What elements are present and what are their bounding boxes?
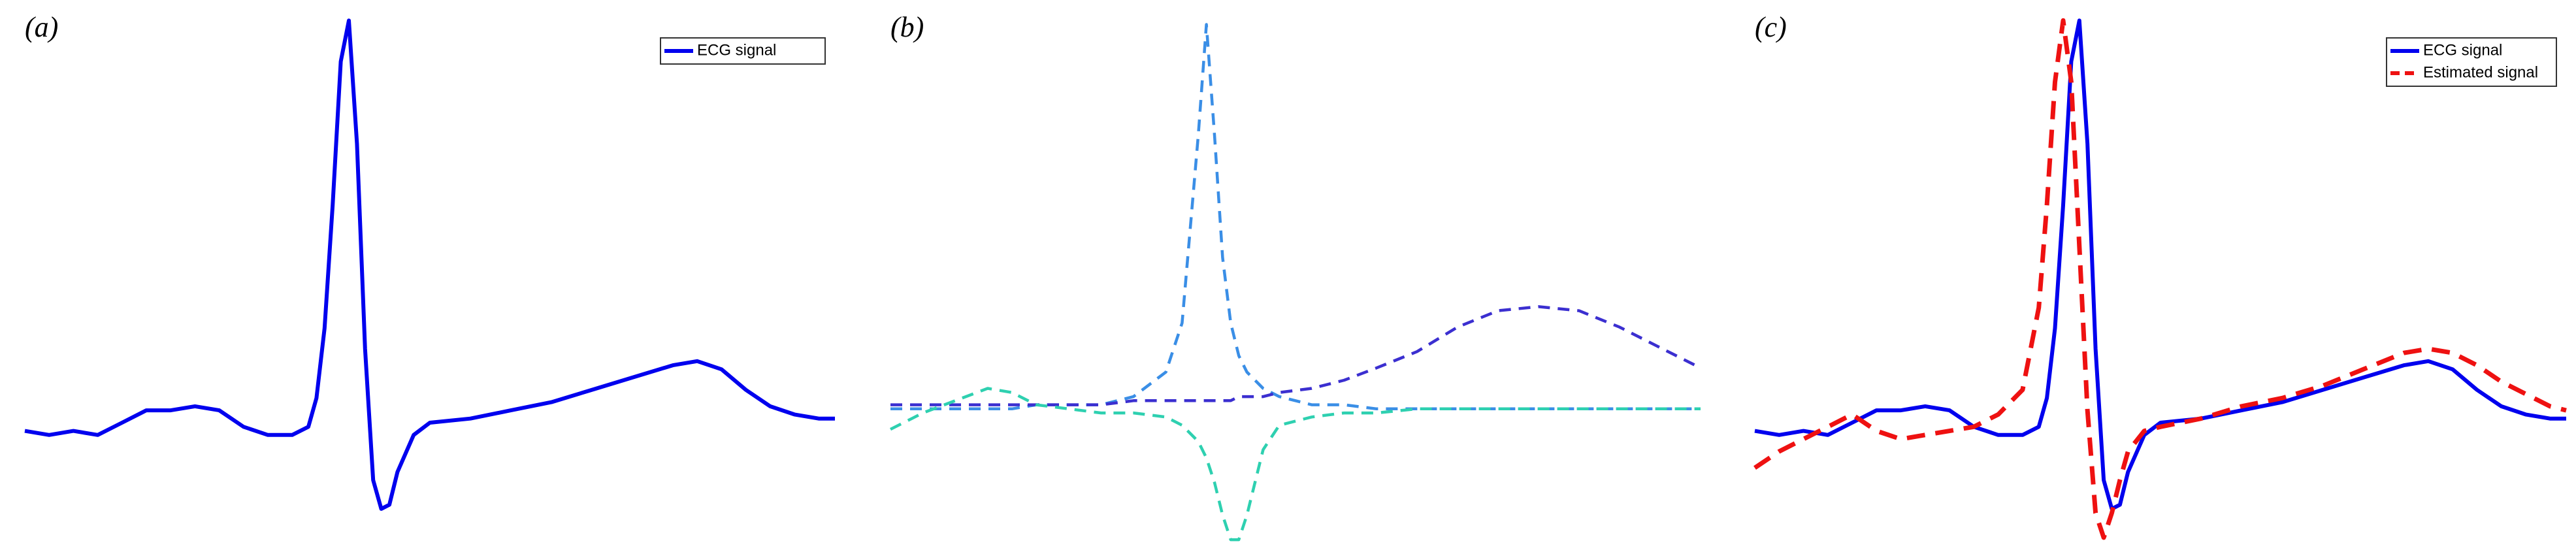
panel: (b) xyxy=(889,11,1702,542)
legend-label: Estimated signal xyxy=(2423,63,2538,81)
legend-label: ECG signal xyxy=(697,41,776,59)
series-line xyxy=(890,23,1701,411)
series-line xyxy=(24,18,835,511)
legend: ECG signal xyxy=(660,37,826,65)
panel-label: (c) xyxy=(1755,11,1787,43)
series-line xyxy=(1753,18,2567,540)
panel-label: (a) xyxy=(25,11,58,43)
panel-label: (b) xyxy=(890,11,924,43)
legend-label: ECG signal xyxy=(2423,41,2502,59)
series-line xyxy=(1754,18,2566,511)
series-line xyxy=(889,387,1701,542)
legend-box xyxy=(2386,37,2557,87)
panel: (a) ECG signal xyxy=(24,11,835,511)
series-line xyxy=(890,305,1702,406)
legend: ECG signal Estimated signal xyxy=(2386,37,2557,87)
panel: (c) ECG signal Estimated signal xyxy=(1753,11,2567,540)
